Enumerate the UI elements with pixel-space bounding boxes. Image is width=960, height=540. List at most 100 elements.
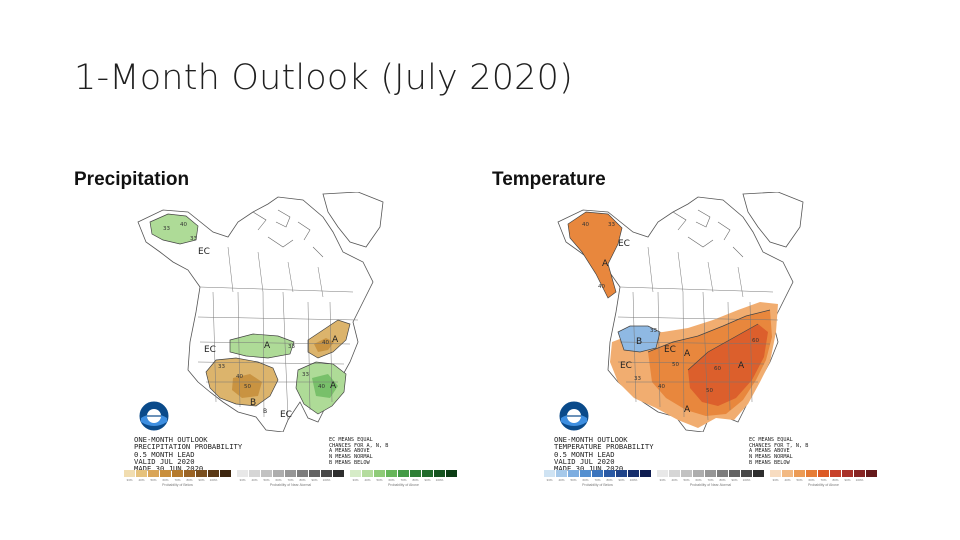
legend-key-line: EC MEANS EQUAL <box>329 437 373 443</box>
legend-swatch <box>741 470 752 477</box>
legend-tick-label: 70% <box>287 478 294 482</box>
map-label-b-northwest: B <box>636 337 642 347</box>
legend-tick-label: 90% <box>618 478 625 482</box>
legend-ticks: 33% 40% 50% 60% 70% 80% 90% 100% <box>350 478 457 482</box>
legend-swatch <box>386 470 397 477</box>
legend-tick-label: 40% <box>558 478 565 482</box>
info-line: MADE 30 JUN 2020 <box>554 464 624 474</box>
legend-swatch <box>172 470 183 477</box>
legend-tick-label: 33% <box>546 478 553 482</box>
contour-label: 50 <box>244 384 251 390</box>
map-label-a-northeast: A <box>332 335 339 345</box>
legend-tick-label: 90% <box>198 478 205 482</box>
arctic-islands <box>672 209 744 258</box>
legend-tick-label <box>753 478 764 482</box>
legend-caption: Probability of Near-Normal <box>269 483 312 487</box>
legend-tick-label: 33% <box>772 478 779 482</box>
legend-swatches <box>124 470 231 477</box>
legend-swatch <box>434 470 445 477</box>
legend-tick-label: 40% <box>138 478 145 482</box>
legend-caption: Probability of Below <box>162 483 193 487</box>
legend-ticks: 33% 40% 50% 60% 70% 80% 90% 100% <box>657 478 764 482</box>
legend-tick-label: 33% <box>239 478 246 482</box>
contour-label: 33 <box>163 226 170 232</box>
legend-ticks: 33% 40% 50% 60% 70% 80% 90% 100% <box>770 478 877 482</box>
legend-tick-label: 90% <box>844 478 851 482</box>
greenland-land <box>742 192 804 248</box>
contour-label: 33 <box>634 376 641 382</box>
contour-label: 40 <box>322 340 329 346</box>
legend-swatch <box>705 470 716 477</box>
noaa-logo <box>558 400 590 432</box>
contour-lines <box>149 213 351 415</box>
legend-swatch <box>196 470 207 477</box>
legend-swatch <box>717 470 728 477</box>
legend-swatch <box>818 470 829 477</box>
legend-tick-label: 60% <box>582 478 589 482</box>
legend-swatch <box>794 470 805 477</box>
legend-tick-label: 60% <box>695 478 702 482</box>
northwest-below-area <box>618 326 660 352</box>
legend-tick-label <box>446 478 457 482</box>
legend-ticks: 33% 40% 50% 60% 70% 80% 90% 100% <box>237 478 344 482</box>
legend-swatch <box>616 470 627 477</box>
legend-swatch <box>321 470 332 477</box>
map-label-a-central: A <box>684 349 691 359</box>
info-line: VALID JUL 2020 <box>134 456 195 466</box>
legend-swatch <box>640 470 651 477</box>
legend-swatch <box>220 470 231 477</box>
legend-swatch <box>208 470 219 477</box>
legend-swatches <box>544 470 651 477</box>
legend-ticks: 33% 40% 50% 60% 70% 80% 90% 100% <box>124 478 231 482</box>
contour-label: 40 <box>236 374 243 380</box>
map-label-b-texas-lower: B <box>263 408 267 415</box>
legend-key-line: CHANCES FOR T, N, B <box>749 442 809 449</box>
info-line: 0.5 MONTH LEAD <box>554 449 615 459</box>
state-borders <box>617 246 779 421</box>
legend-swatches <box>657 470 764 477</box>
legend-swatches <box>237 470 344 477</box>
legend-swatches <box>770 470 877 477</box>
legend-tick-label: 80% <box>299 478 306 482</box>
temperature-outlook-map: EC A B EC EC A A A 40 33 40 33 50 60 50 … <box>538 192 877 487</box>
info-line: 0.5 MONTH LEAD <box>134 449 195 459</box>
arctic-islands <box>252 209 324 258</box>
contour-lines <box>567 211 771 371</box>
legend-swatch <box>124 470 135 477</box>
legend-swatch <box>866 470 877 477</box>
map-label-ec-northern: EC <box>664 345 676 355</box>
alaska-above-area <box>150 214 198 244</box>
legend-tick-label: 100% <box>209 478 218 482</box>
central-above-area <box>230 334 294 358</box>
map-label-a-central: A <box>264 341 271 351</box>
legend-swatch <box>362 470 373 477</box>
legend-key-line: A MEANS ABOVE <box>749 448 790 455</box>
contour-label: 33 <box>288 344 295 350</box>
legend-swatch <box>136 470 147 477</box>
legend-swatch <box>350 470 361 477</box>
legend-swatch <box>422 470 433 477</box>
legend-tick-label: 80% <box>412 478 419 482</box>
slide-title: 1-Month Outlook (July 2020) <box>74 58 573 98</box>
legend-tick-label: 60% <box>275 478 282 482</box>
legend-tick-label: 50% <box>376 478 383 482</box>
legend-tick-label: 40% <box>671 478 678 482</box>
map-label-ec-alaska: EC <box>198 247 210 257</box>
info-line: TEMPERATURE PROBABILITY <box>554 442 654 452</box>
legend-tick-label: 70% <box>400 478 407 482</box>
legend-tick-label: 40% <box>251 478 258 482</box>
legend-tick-label: 70% <box>174 478 181 482</box>
legend-swatch <box>148 470 159 477</box>
contour-label: 33 <box>218 364 225 370</box>
legend-tick-label <box>220 478 231 482</box>
legend-swatch <box>544 470 555 477</box>
legend-tick-label: 100% <box>435 478 444 482</box>
legend-caption: Probability of Below <box>582 483 613 487</box>
info-line: ONE-MONTH OUTLOOK <box>554 435 628 444</box>
legend-tick-label: 80% <box>832 478 839 482</box>
contour-label: 40 <box>582 222 589 228</box>
legend-swatch <box>374 470 385 477</box>
legend-key-line: N MEANS NORMAL <box>329 454 373 461</box>
legend-tick-label: 60% <box>808 478 815 482</box>
legend-tick-label: 90% <box>311 478 318 482</box>
